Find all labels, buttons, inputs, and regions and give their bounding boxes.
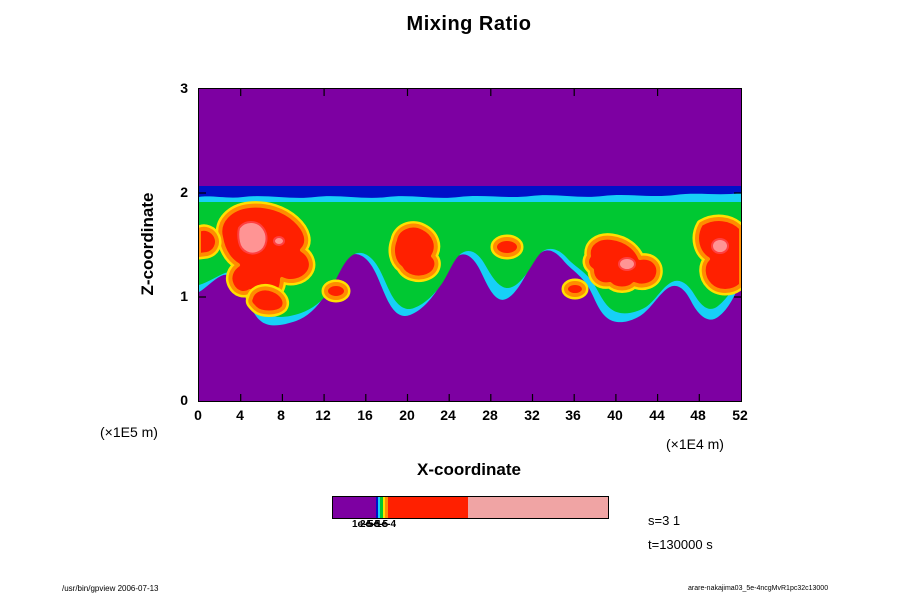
x-tick-label: 36 [565,407,581,423]
y-axis-title: Z-coordinate [138,192,157,296]
y-axis-unit: (×1E5 m) [100,424,158,440]
colorbar-tick-label: 5e-5 [368,519,389,530]
colorbar-segment [378,497,380,518]
x-axis-title: X-coordinate [417,460,521,479]
colorbar-segment [376,497,378,518]
colorbar-segment [383,497,385,518]
footer-run-id: arare-nakajima03_5e-4ncgMvR1pc32c13000 [688,585,829,592]
colorbar-segment [468,497,608,518]
colorbar-segment [388,497,468,518]
y-tick-label: 0 [180,392,188,408]
y-tick-label: 2 [180,184,188,200]
x-tick-label: 12 [315,407,331,423]
x-tick-label: 48 [690,407,706,423]
colorbar-segment [333,497,376,518]
field-blue-cap [199,186,741,198]
x-tick-label: 32 [524,407,540,423]
colorbar-tick-label: 1e-5 [352,519,373,530]
footer-command: /usr/bin/gpview 2006-07-13 [62,584,159,593]
colorbar [332,496,609,519]
y-tick-label: 1 [180,288,188,304]
colorbar-tick-label: 2e-5 [360,519,381,530]
colorbar-tick-label: 1e-4 [376,519,397,530]
x-tick-label: 16 [357,407,373,423]
y-tick-label: 3 [180,80,188,96]
x-tick-label: 28 [482,407,498,423]
colorbar-segment [385,497,388,518]
annotation-s: s=3 1 [648,513,681,528]
field-pink-maxima [237,221,729,271]
x-tick-label: 44 [649,407,665,423]
x-tick-label: 52 [732,407,748,423]
mixing-ratio-field [199,89,741,401]
annotation-t: t=130000 s [648,537,713,552]
x-tick-label: 20 [399,407,415,423]
x-tick-label: 8 [277,407,285,423]
x-tick-label: 24 [440,407,456,423]
plot-area [198,88,742,402]
x-axis-unit: (×1E4 m) [666,436,724,452]
axis-tick-marks [199,89,741,401]
x-tick-label: 4 [236,407,244,423]
x-tick-label: 40 [607,407,623,423]
colorbar-segment [380,497,383,518]
page-title: Mixing Ratio [406,13,532,35]
x-tick-label: 0 [194,407,202,423]
